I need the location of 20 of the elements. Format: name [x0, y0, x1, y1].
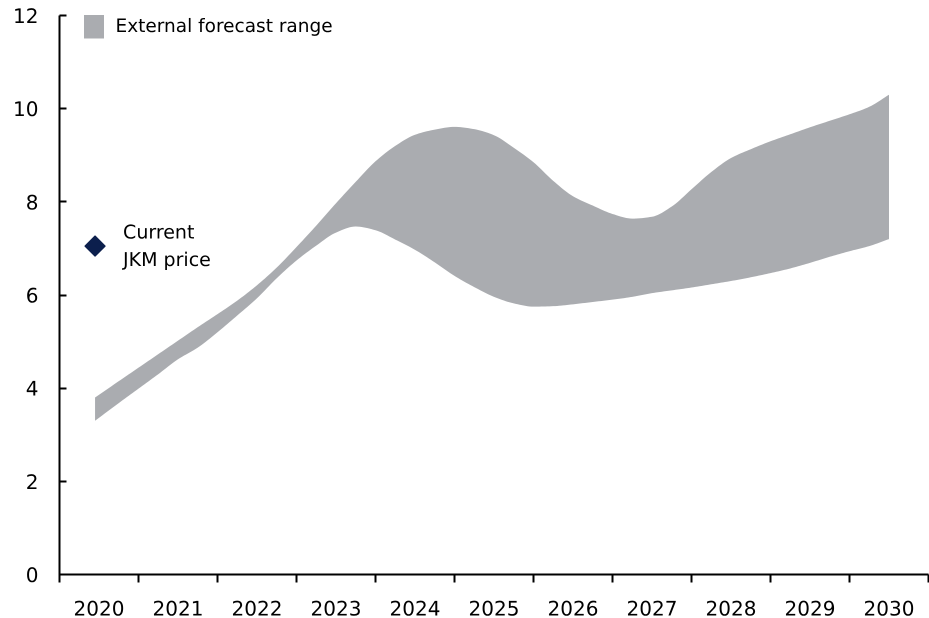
x-tick-label: 2023	[310, 596, 362, 618]
x-tick-label: 2030	[864, 596, 914, 618]
x-tick-label: 2026	[548, 596, 598, 618]
y-tick-label: 4	[26, 376, 39, 401]
y-tick-label: 0	[26, 563, 39, 587]
x-tick-label: 2028	[706, 596, 756, 618]
legend-label: External forecast range	[116, 16, 333, 36]
y-tick-label: 6	[26, 284, 39, 308]
x-tick-label: 2024	[390, 596, 440, 618]
series-label: Current JKM price	[122, 221, 211, 271]
y-tick-label: 8	[26, 190, 39, 214]
x-tick-label: 2025	[468, 596, 520, 618]
x-tick-label: 2020	[74, 596, 124, 618]
y-tick-label: 2	[26, 470, 39, 494]
y-tick-label: 10	[13, 97, 39, 122]
x-tick-label: 2022	[232, 596, 282, 618]
x-tick-label: 2021	[152, 596, 204, 618]
x-tick-label: 2029	[784, 596, 836, 618]
x-tick-label: 2027	[626, 596, 678, 618]
y-tick-label: 12	[13, 4, 39, 28]
